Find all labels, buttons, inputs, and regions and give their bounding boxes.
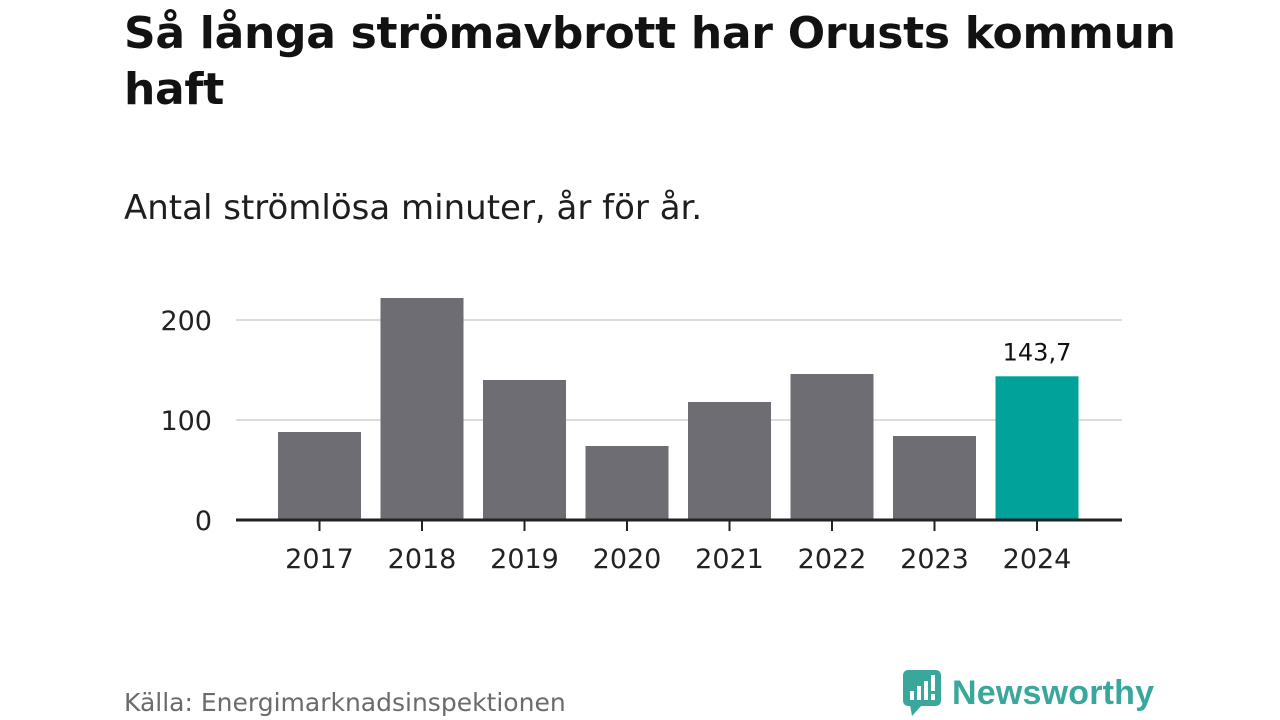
- bar: [278, 432, 361, 520]
- bar: [380, 298, 464, 520]
- y-tick-label: 0: [195, 506, 212, 537]
- x-tick-label: 2017: [285, 544, 354, 575]
- bar: [995, 376, 1079, 520]
- bar-chart: 0 100 200 2017 2018 2019 2020 2021 2022 2023 2024 1…: [160, 298, 1122, 575]
- source-note: Källa: Energimarknadsinspektionen: [124, 688, 566, 717]
- bar: [483, 380, 566, 520]
- x-tick-label: 2021: [695, 544, 764, 575]
- x-tick-label: 2024: [1003, 544, 1072, 575]
- data-label: 143,7: [1003, 338, 1072, 366]
- newsworthy-logo-icon: [903, 670, 941, 716]
- x-tick-label: 2018: [388, 544, 457, 575]
- x-tick-label: 2022: [798, 544, 867, 575]
- bar: [585, 446, 669, 520]
- y-tick-label: 200: [160, 306, 212, 337]
- chart-title: Så långa strömavbrott har Orusts kommun …: [124, 8, 1176, 115]
- bar: [893, 436, 976, 520]
- y-tick-label: 100: [160, 406, 212, 437]
- brand-name: Newsworthy: [952, 673, 1155, 712]
- x-tick-label: 2020: [593, 544, 662, 575]
- x-tick-label: 2019: [490, 544, 559, 575]
- brand-logo: Newsworthy: [902, 668, 1154, 718]
- chart-subtitle: Antal strömlösa minuter, år för år.: [124, 188, 703, 228]
- x-tick-label: 2023: [900, 544, 969, 575]
- bar: [790, 374, 874, 520]
- bar: [688, 402, 771, 520]
